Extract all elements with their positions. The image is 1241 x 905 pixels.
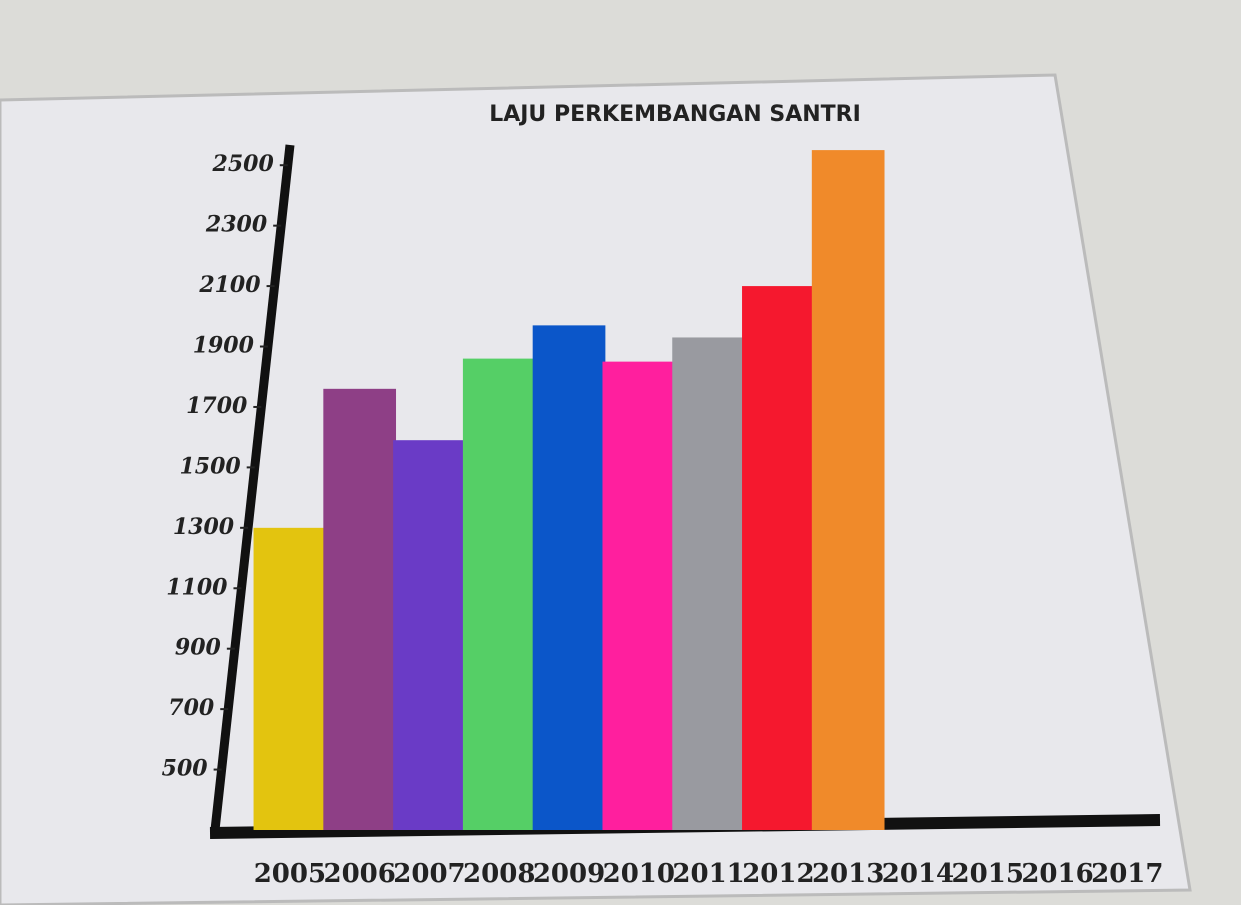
x-tick-label: 2013	[812, 859, 884, 889]
bar	[812, 150, 885, 830]
x-tick-label: 2006	[323, 859, 395, 889]
x-tick-label: 2011	[672, 859, 744, 889]
bar	[254, 528, 327, 830]
y-tick-label: 1100	[166, 574, 228, 600]
y-tick-label: 1700	[186, 393, 248, 419]
y-tick-label: 1300	[173, 514, 235, 540]
x-tick-label: 2015	[952, 859, 1024, 889]
chart-title: LAJU PERKEMBANGAN SANTRI	[489, 102, 861, 127]
x-tick-label: 2016	[1021, 859, 1093, 889]
bar	[393, 440, 466, 830]
x-tick-label: 2010	[603, 859, 675, 889]
x-tick-label: 2014	[882, 859, 954, 889]
y-tick-label: 1500	[179, 453, 241, 479]
bar	[533, 325, 606, 830]
bar	[463, 359, 536, 830]
x-tick-label: 2008	[463, 859, 535, 889]
y-tick-label: 2300	[205, 212, 268, 238]
y-tick-label: 700	[168, 695, 215, 721]
bar	[742, 286, 815, 830]
x-tick-label: 2009	[533, 859, 605, 889]
bar	[602, 362, 675, 830]
x-tick-label: 2005	[254, 859, 326, 889]
chart: LAJU PERKEMBANGAN SANTRI 500 700 900 1100 13…	[0, 0, 1241, 905]
x-tick-label: 2017	[1091, 859, 1163, 889]
bar	[672, 337, 745, 830]
x-tick-label: 2012	[742, 859, 814, 889]
y-tick-label: 900	[175, 635, 222, 661]
y-tick-label: 500	[162, 756, 209, 782]
y-tick-label: 2100	[198, 272, 261, 298]
bar	[323, 389, 396, 830]
y-tick-label: 2500	[212, 151, 275, 177]
x-tick-label: 2007	[393, 859, 465, 889]
y-tick-label: 1900	[193, 333, 255, 359]
